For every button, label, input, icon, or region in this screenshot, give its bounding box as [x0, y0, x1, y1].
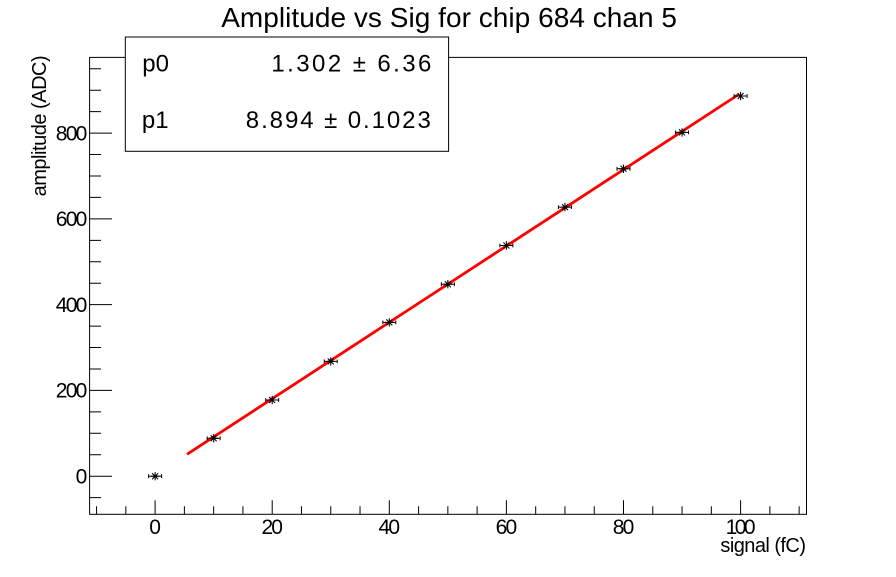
svg-text:Amplitude vs Sig for chip 684: Amplitude vs Sig for chip 684 chan 5 — [221, 2, 677, 33]
svg-text:p0: p0 — [142, 51, 169, 78]
svg-text:600: 600 — [56, 208, 88, 231]
svg-text:40: 40 — [379, 516, 401, 539]
svg-text:800: 800 — [56, 122, 88, 145]
svg-text:60: 60 — [496, 516, 518, 539]
svg-text:80: 80 — [613, 516, 635, 539]
svg-text:0: 0 — [149, 516, 161, 539]
svg-text:20: 20 — [261, 516, 283, 539]
svg-text:100: 100 — [726, 516, 756, 539]
svg-text:400: 400 — [56, 294, 88, 317]
svg-text:signal (fC): signal (fC) — [720, 535, 806, 557]
svg-text:8.894 ± 0.1023: 8.894 ± 0.1023 — [246, 107, 431, 134]
svg-text:p1: p1 — [142, 107, 169, 134]
svg-text:0: 0 — [76, 466, 88, 489]
svg-text:amplitude (ADC): amplitude (ADC) — [29, 55, 51, 196]
svg-text:200: 200 — [56, 380, 88, 403]
